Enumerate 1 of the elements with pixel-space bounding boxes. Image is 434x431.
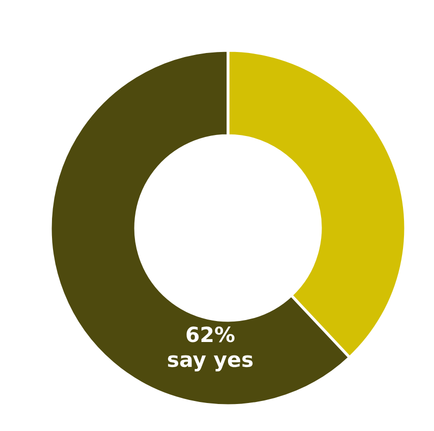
data-label: 62% say yes — [168, 326, 253, 372]
